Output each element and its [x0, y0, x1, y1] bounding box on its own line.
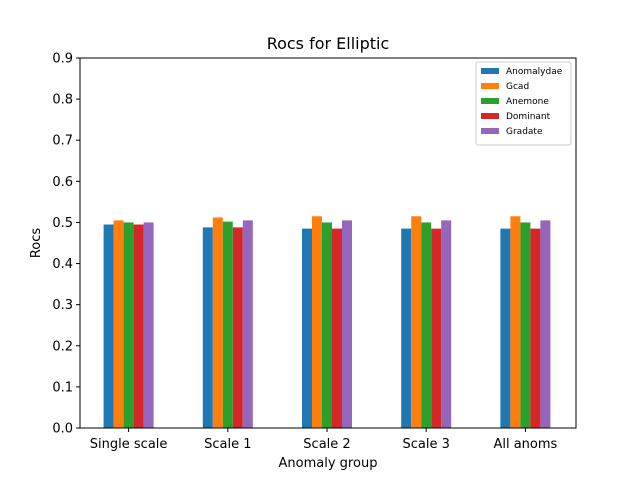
y-tick-label: 0.7 — [52, 134, 73, 149]
bar-anomalydae-2 — [302, 228, 312, 428]
bar-anemone-0 — [123, 222, 134, 428]
bar-anemone-3 — [421, 222, 432, 428]
bar-gradate-2 — [342, 220, 352, 428]
x-tick-label: Single scale — [90, 437, 168, 452]
x-tick-label: Scale 1 — [204, 437, 251, 452]
bar-anomalydae-1 — [202, 227, 213, 428]
x-tick-label: Scale 3 — [403, 437, 450, 452]
bar-gradate-4 — [540, 220, 551, 428]
bar-gcad-2 — [312, 216, 322, 428]
bar-dominant-1 — [232, 227, 243, 428]
legend-label-anemone: Anemone — [506, 97, 549, 107]
bar-anemone-1 — [222, 221, 233, 428]
y-tick-label: 0.5 — [52, 216, 73, 231]
y-tick-label: 0.2 — [52, 339, 73, 354]
y-tick-label: 0.1 — [52, 380, 73, 395]
bar-gcad-1 — [212, 217, 223, 428]
bar-gradate-3 — [441, 220, 452, 428]
bars-group — [103, 216, 551, 428]
bar-dominant-3 — [431, 228, 442, 428]
legend-swatch-anomalydae — [481, 68, 499, 74]
legend-label-anomalydae: Anomalydae — [506, 67, 563, 77]
plot-area: 0.0 0.1 0.2 0.3 0.4 0.5 0.6 0.7 0.8 0.9 Single sc… — [52, 52, 577, 452]
legend-swatch-gcad — [481, 83, 499, 89]
legend-label-dominant: Dominant — [506, 112, 551, 122]
bar-gcad-4 — [510, 216, 521, 428]
bar-gcad-0 — [113, 220, 124, 428]
bar-dominant-2 — [332, 228, 342, 428]
legend-label-gcad: Gcad — [506, 82, 529, 92]
y-tick-label: 0.3 — [52, 298, 73, 313]
x-tick-label: Scale 2 — [303, 437, 350, 452]
legend-swatch-dominant — [481, 113, 499, 119]
bar-anomalydae-4 — [500, 228, 511, 428]
bar-anomalydae-3 — [401, 228, 412, 428]
y-tick-label: 0.8 — [52, 93, 73, 108]
bar-anomalydae-0 — [103, 224, 114, 428]
bar-anemone-2 — [322, 222, 332, 428]
y-tick-label: 0.0 — [52, 422, 73, 437]
bar-dominant-4 — [530, 228, 541, 428]
legend-box — [475, 61, 572, 146]
y-axis-label: Rocs — [29, 228, 44, 259]
chart-title: Rocs for Elliptic — [267, 34, 390, 53]
bar-anemone-4 — [520, 222, 531, 428]
x-tick-label: All anoms — [493, 437, 557, 452]
legend-label-gradate: Gradate — [506, 127, 543, 137]
axes-frame — [79, 57, 577, 429]
bar-gradate-0 — [143, 222, 154, 428]
x-axis-label: Anomaly group — [279, 456, 378, 471]
bar-gcad-3 — [411, 216, 422, 428]
legend: Anomalydae Gcad Anemone Dominant Gradate — [475, 61, 572, 146]
y-tick-label: 0.4 — [52, 257, 73, 272]
y-axis: 0.0 0.1 0.2 0.3 0.4 0.5 0.6 0.7 0.8 0.9 — [52, 52, 80, 437]
y-tick-label: 0.9 — [52, 52, 73, 67]
y-tick-label: 0.6 — [52, 175, 73, 190]
bar-dominant-0 — [133, 224, 144, 428]
bar-gradate-1 — [242, 220, 253, 428]
legend-swatch-anemone — [481, 98, 499, 104]
x-axis: Single scale Scale 1 Scale 2 Scale 3 All ano… — [90, 428, 558, 452]
legend-swatch-gradate — [481, 128, 499, 134]
